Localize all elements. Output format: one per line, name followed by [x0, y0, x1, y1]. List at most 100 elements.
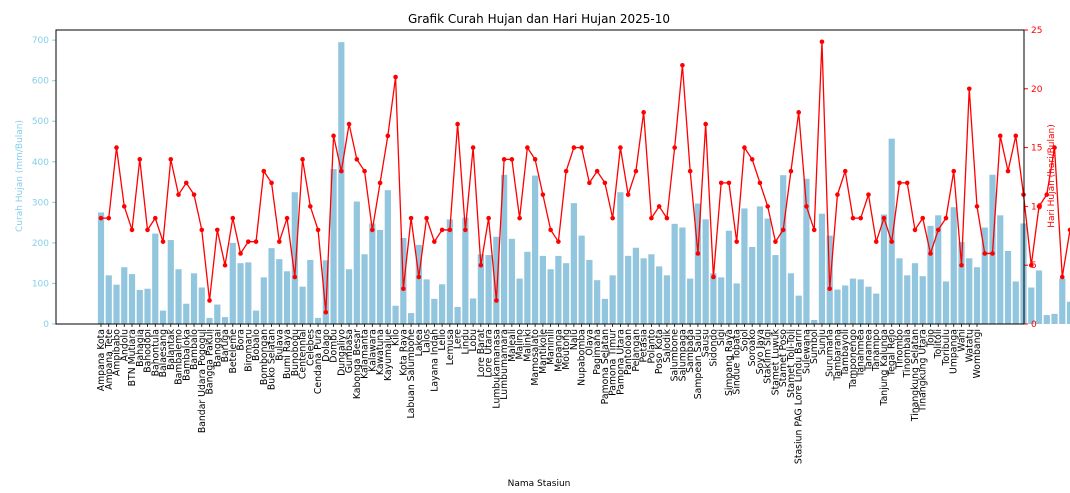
line-point: [602, 180, 608, 186]
line-point: [501, 157, 507, 162]
line-point: [323, 309, 329, 315]
line-point: [439, 227, 445, 233]
x-tick-label: Toribulu: [941, 329, 952, 367]
line-point: [532, 157, 538, 162]
bar: [609, 275, 616, 324]
line-point: [734, 239, 739, 244]
x-tick-label: Tambarana: [832, 329, 843, 382]
x-tick-label: Kota Raya: [398, 329, 409, 376]
x-tick-label: Tegal Rejo: [887, 329, 898, 377]
x-tick-label: Kalamanta: [360, 329, 371, 379]
line-point: [253, 239, 259, 244]
left-tick-label: 100: [32, 279, 49, 289]
bar: [485, 255, 492, 324]
bar: [725, 230, 733, 324]
bar: [190, 273, 198, 324]
line-point: [889, 239, 895, 244]
bar: [105, 275, 112, 324]
x-tick-label: Banggai: [212, 329, 223, 367]
line-series: [98, 39, 1070, 315]
bar: [516, 278, 523, 324]
line-point: [997, 133, 1003, 139]
line-point: [214, 227, 220, 233]
left-tick-label: 400: [32, 158, 49, 168]
x-tick-label: Dungaliyo: [336, 329, 347, 376]
bar: [563, 263, 570, 324]
line-point: [866, 192, 871, 197]
x-tick-label: Surumana: [825, 329, 836, 377]
bar: [462, 217, 469, 324]
line-point: [842, 168, 848, 174]
line-point: [269, 180, 274, 186]
x-tick-label: Malinki: [522, 329, 533, 362]
x-tick-label: Bandar Udara Pogogul: [197, 329, 208, 433]
x-tick-label: Bahagia: [135, 329, 146, 367]
line-point: [563, 168, 569, 174]
x-tick-label: Bambalo: [189, 329, 200, 370]
line-point: [377, 180, 383, 186]
line-point: [742, 145, 747, 150]
bar: [555, 255, 562, 324]
bar: [477, 254, 484, 324]
line-point: [935, 227, 941, 233]
line-point: [695, 251, 701, 256]
line-point: [1067, 227, 1070, 233]
line-point: [385, 133, 391, 139]
bar: [570, 203, 577, 324]
x-tick-label: Lemusa: [445, 329, 456, 365]
right-tick-label: 20: [1031, 85, 1043, 95]
bar: [632, 247, 640, 324]
bar: [539, 255, 546, 324]
line-point: [966, 86, 972, 92]
x-tick-label: Bulava: [274, 329, 285, 361]
x-tick-label: Olaya: [584, 329, 595, 356]
x-tick-label: Watatu: [964, 329, 975, 362]
bar: [245, 262, 252, 324]
x-tick-label: Tanjung Kalunga: [879, 329, 890, 407]
line-point: [835, 192, 840, 197]
line-point: [416, 274, 422, 280]
bar: [299, 286, 306, 324]
bar: [345, 269, 353, 324]
bar: [252, 310, 260, 324]
line-point: [432, 239, 437, 244]
line-point: [904, 180, 910, 186]
x-tick-label: BTN Mutiara: [127, 329, 138, 386]
bar: [973, 267, 981, 324]
bar: [927, 225, 934, 324]
line-point: [245, 239, 251, 244]
line-point: [168, 157, 174, 162]
bar: [1043, 315, 1050, 324]
left-y-axis: 0 100 200 300 400 500 600 700: [32, 30, 57, 330]
bar: [625, 255, 632, 324]
line-point: [858, 215, 864, 221]
line-point: [571, 145, 577, 150]
line-path: [101, 41, 1070, 313]
bar: [144, 288, 151, 324]
x-tick-label: Biromaru: [243, 329, 254, 372]
bar: [1066, 301, 1070, 324]
bar: [1059, 278, 1066, 324]
line-point: [625, 192, 631, 197]
left-tick-label: 200: [32, 239, 49, 249]
bar: [446, 219, 453, 324]
x-tick-label: Sulewana: [801, 329, 812, 374]
line-point: [230, 215, 236, 221]
x-tick-label: Bobalo: [251, 329, 262, 361]
line-point: [548, 227, 553, 233]
line-point: [1044, 192, 1050, 197]
line-point: [346, 121, 352, 127]
bar: [849, 278, 857, 324]
x-tick-label: Sidondo: [708, 329, 719, 367]
bar: [268, 248, 275, 324]
bar: [888, 138, 895, 324]
x-tick-label: Sigi: [716, 329, 727, 346]
bar: [454, 306, 461, 324]
x-tick-label: Ampana Kota: [96, 329, 107, 391]
bar: [1012, 281, 1019, 324]
x-tick-label: Baruga: [220, 329, 231, 362]
line-point: [680, 62, 685, 68]
line-point: [114, 145, 119, 150]
